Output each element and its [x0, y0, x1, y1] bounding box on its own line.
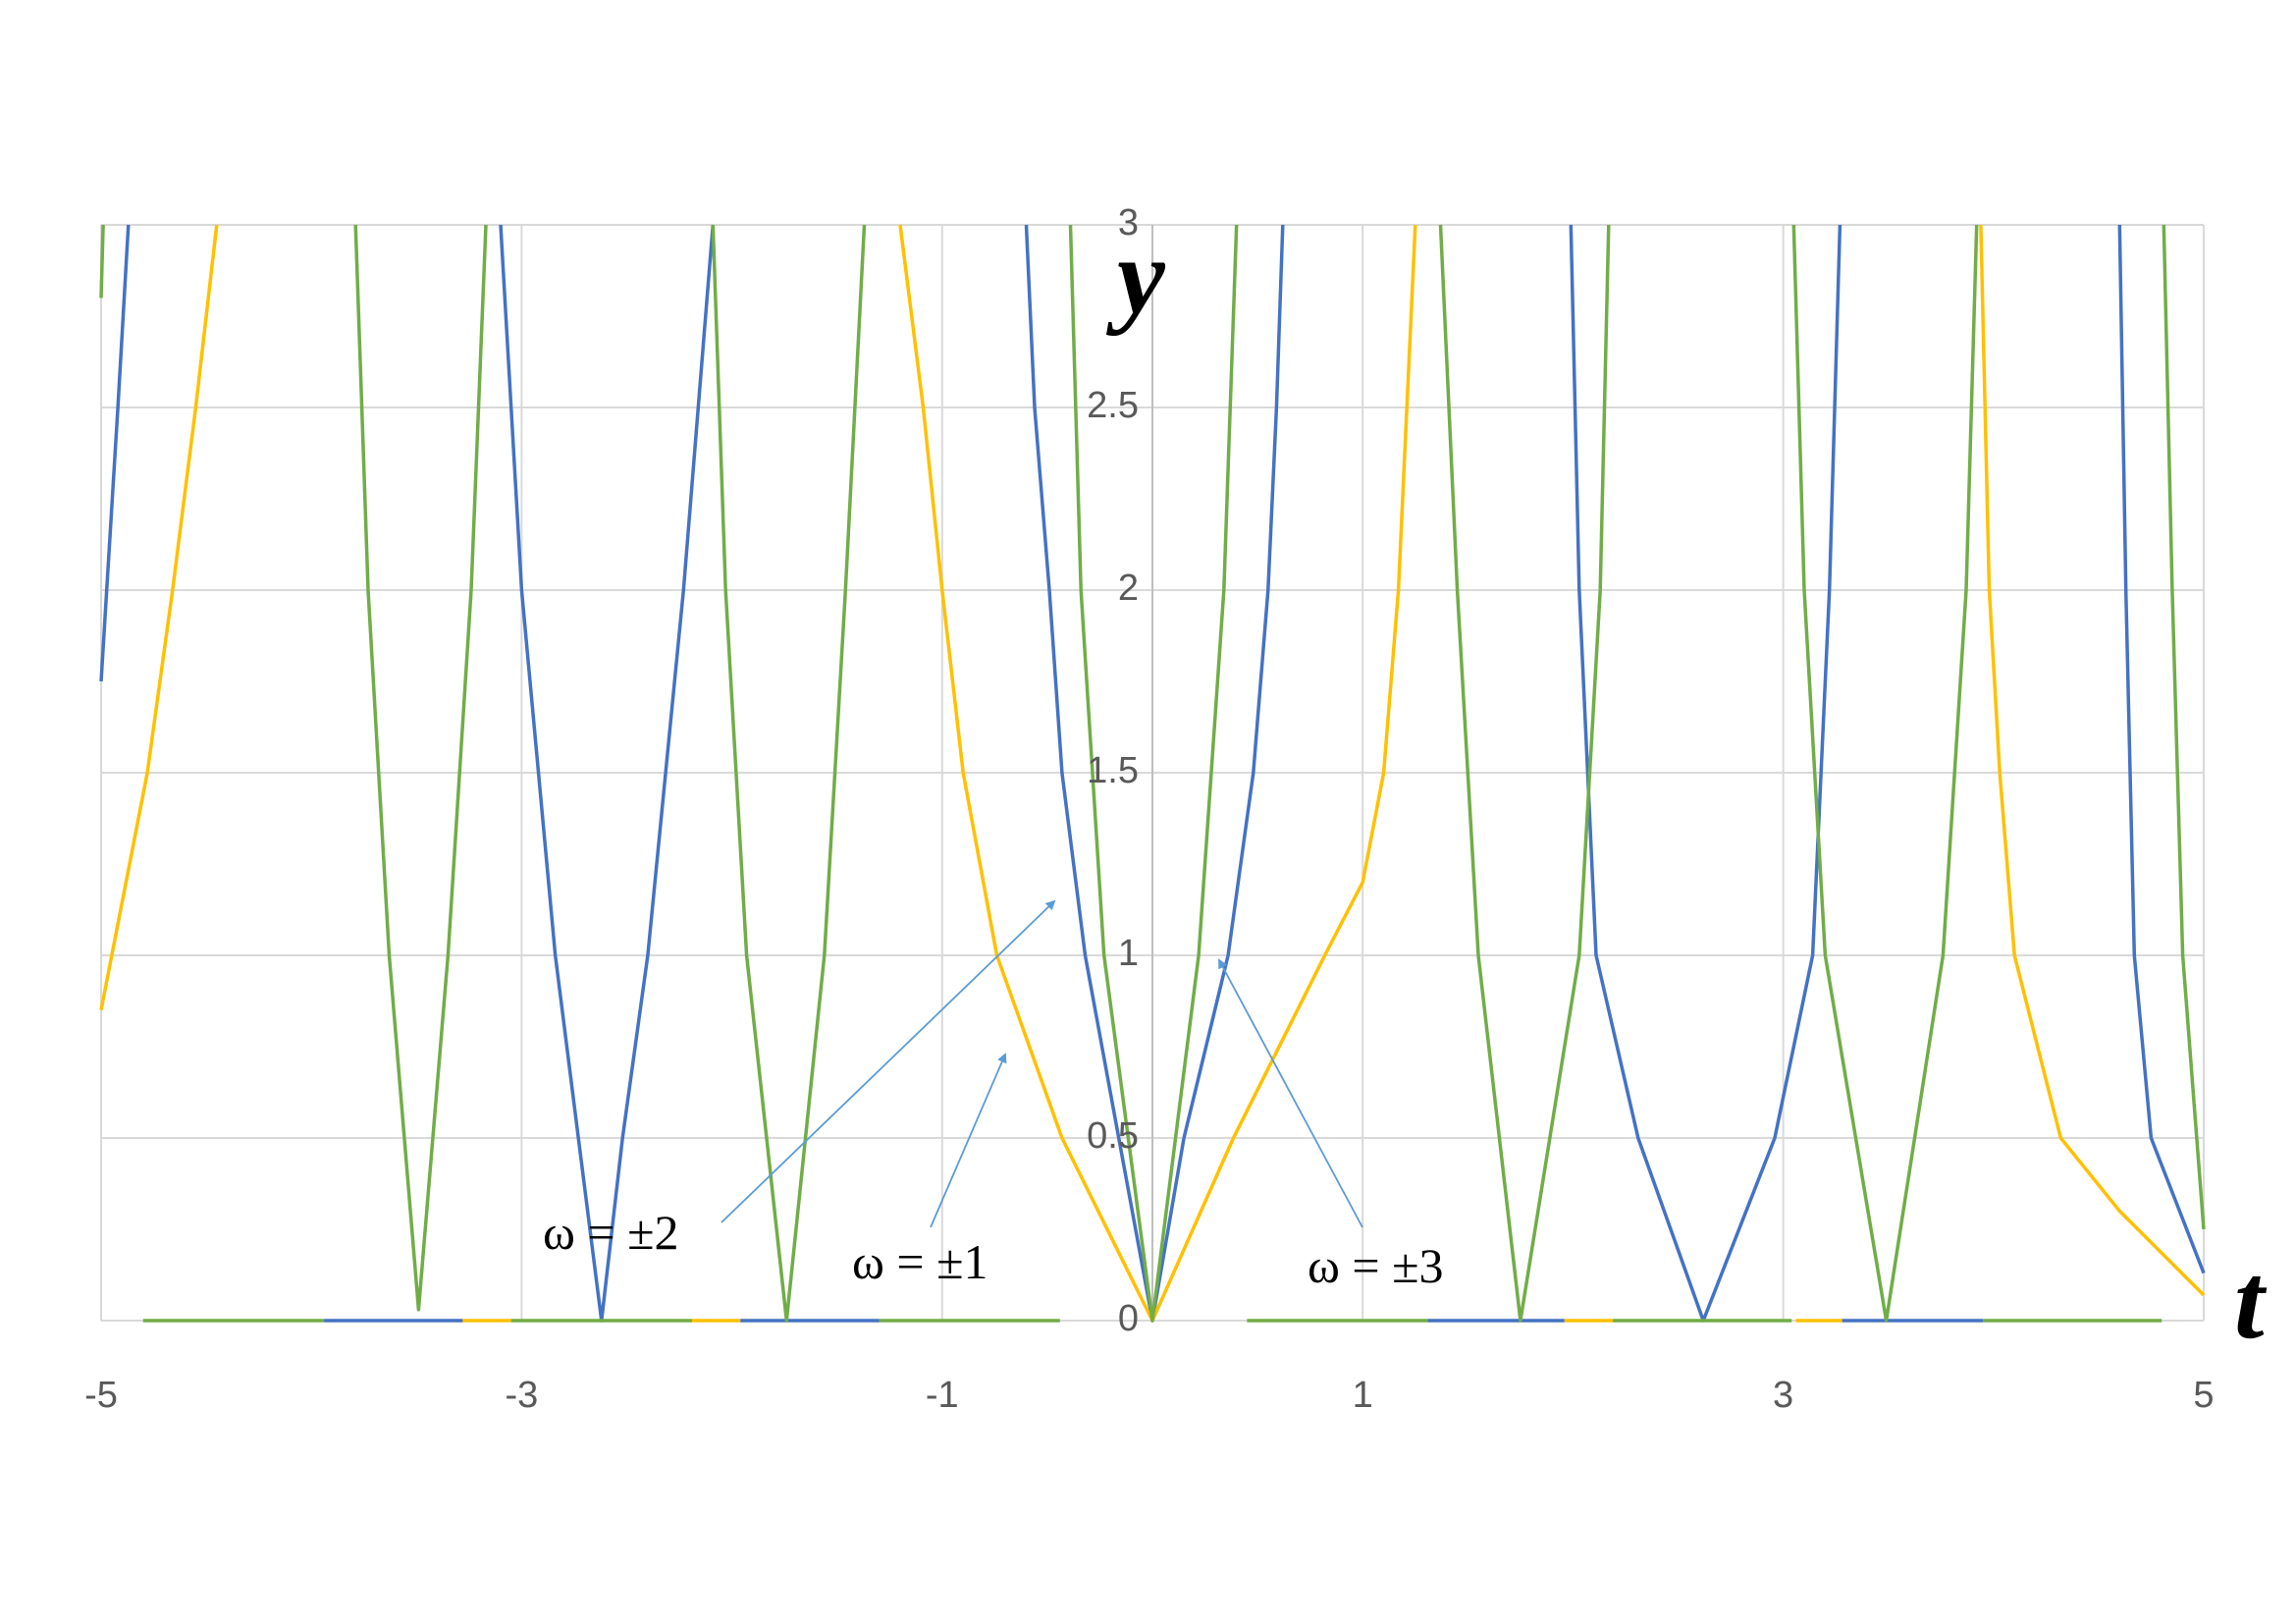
- annotation: ω = ±3: [1308, 1238, 1444, 1293]
- y-tick-label: 0: [1118, 1298, 1139, 1339]
- y-tick-label: 2.5: [1087, 385, 1139, 426]
- series-line: [99, 224, 2206, 1323]
- annotation: ω = ±1: [852, 1234, 988, 1289]
- grid: [100, 224, 2205, 1322]
- x-tick-label: -1: [926, 1375, 959, 1416]
- plot-lines: [99, 224, 2206, 1323]
- x-tick-label: -5: [84, 1375, 118, 1416]
- y-tick-label: 2: [1118, 568, 1139, 609]
- y-tick-label: 1.5: [1087, 750, 1139, 791]
- x-tick-label: 3: [1773, 1375, 1793, 1416]
- x-axis-label: t: [2234, 1241, 2268, 1361]
- arrow: [930, 1053, 1007, 1228]
- annotation: ω = ±2: [543, 1205, 679, 1260]
- arrow: [721, 899, 1056, 1223]
- y-tick-label: 1: [1118, 933, 1139, 974]
- y-tick-label: 3: [1118, 202, 1139, 244]
- x-tick-label: 5: [2193, 1375, 2214, 1416]
- x-tick-label: -3: [506, 1375, 539, 1416]
- arrow: [1218, 958, 1363, 1228]
- annotation-arrows: [721, 899, 1363, 1228]
- y-tick-label: 0.5: [1087, 1115, 1139, 1157]
- x-tick-label: 1: [1353, 1375, 1373, 1416]
- series-line: [99, 224, 2206, 1323]
